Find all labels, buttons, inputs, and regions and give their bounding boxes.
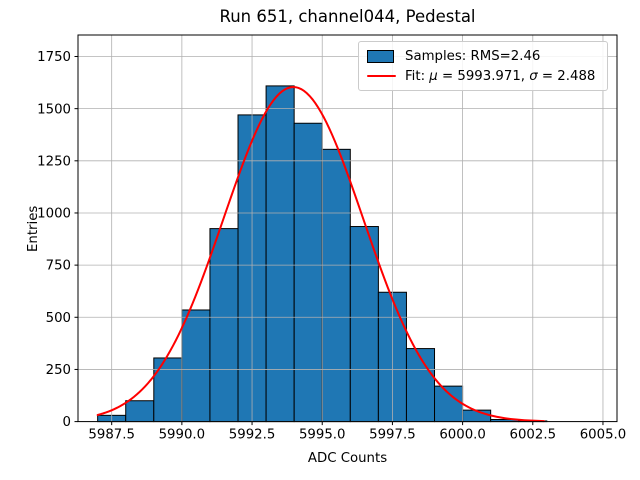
x-tick-label: 6002.5 [510, 428, 557, 443]
histogram-bar [265, 85, 295, 423]
y-tick-label: 1000 [37, 207, 71, 222]
histogram-bar [125, 400, 155, 423]
histogram-bar [405, 348, 436, 423]
legend-label: Fit: μ = 5993.971, σ = 2.488 [405, 68, 596, 84]
histogram-bar [181, 309, 211, 423]
legend-line-swatch [367, 74, 396, 78]
x-tick-label: 5992.5 [229, 428, 276, 443]
legend-histogram-swatch [367, 49, 396, 63]
y-tick-label: 750 [46, 259, 71, 274]
legend: Samples: RMS=2.46 Fit: μ = 5993.971, σ = … [358, 41, 608, 91]
x-tick-label: 6000.0 [439, 428, 486, 443]
legend-entry: Fit: μ = 5993.971, σ = 2.488 [367, 66, 599, 86]
histogram-bar [209, 228, 239, 423]
y-tick-label: 500 [46, 311, 71, 326]
histogram-bar [349, 226, 379, 423]
x-tick-label: 6005.0 [580, 428, 627, 443]
legend-entry: Samples: RMS=2.46 [367, 46, 599, 66]
legend-label: Samples: RMS=2.46 [405, 48, 541, 64]
y-tick-label: 1750 [37, 50, 71, 65]
histogram-bar [153, 357, 183, 423]
patch-swatch-icon [367, 49, 394, 63]
chart-title: Run 651, channel044, Pedestal [219, 7, 476, 26]
axes-frame [77, 34, 618, 423]
x-tick-label: 5995.0 [299, 428, 346, 443]
y-tick-label: 0 [63, 415, 71, 430]
y-tick-label: 250 [46, 363, 71, 378]
gaussian-fit-curve [96, 86, 546, 423]
line-swatch-icon [367, 74, 396, 78]
histogram-bar [293, 122, 323, 423]
histogram-bar [434, 385, 464, 423]
x-tick-label: 5990.0 [159, 428, 206, 443]
y-axis-label: Entries [26, 205, 41, 252]
y-tick-label: 1500 [37, 102, 71, 117]
x-tick-label: 5997.5 [369, 428, 416, 443]
x-axis-label: ADC Counts [307, 451, 388, 466]
y-tick-label: 1250 [37, 154, 71, 169]
histogram-bar [321, 148, 351, 423]
x-tick-label: 5987.5 [88, 428, 135, 443]
